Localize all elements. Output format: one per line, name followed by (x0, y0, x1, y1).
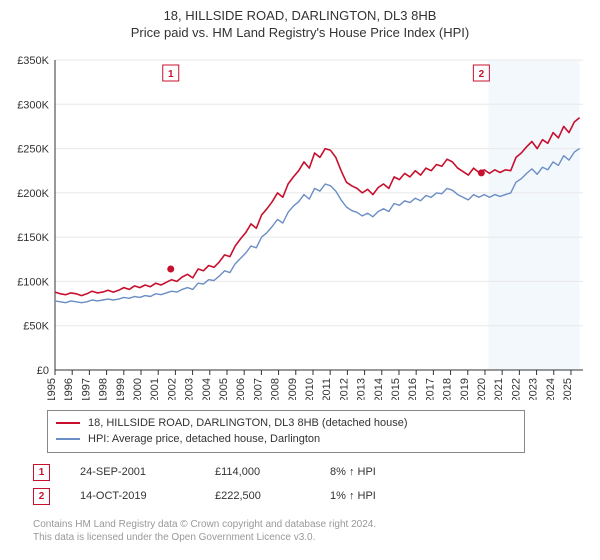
sale-diff-1: 8% ↑ HPI (330, 466, 376, 478)
svg-text:2020: 2020 (476, 378, 488, 400)
svg-text:1999: 1999 (115, 378, 127, 400)
sale-row-2: 2 14-OCT-2019 £222,500 1% ↑ HPI (33, 484, 573, 508)
svg-text:2000: 2000 (132, 378, 144, 400)
sale-marker-1: 1 (33, 464, 50, 481)
sale-diff-2: 1% ↑ HPI (330, 490, 376, 502)
svg-text:2022: 2022 (510, 378, 522, 400)
svg-text:1996: 1996 (63, 378, 75, 400)
svg-text:£50K: £50K (23, 321, 49, 333)
footer-line-1: Contains HM Land Registry data © Crown c… (33, 518, 573, 531)
sale-marker-number-1: 1 (39, 467, 45, 478)
svg-text:2008: 2008 (270, 378, 282, 400)
svg-text:2018: 2018 (442, 378, 454, 400)
svg-text:2016: 2016 (407, 378, 419, 400)
sale-date-2: 14-OCT-2019 (80, 490, 215, 502)
svg-text:2005: 2005 (218, 378, 230, 400)
title-sub: Price paid vs. HM Land Registry's House … (0, 25, 600, 40)
sale-price-2: £222,500 (215, 490, 330, 502)
svg-text:2: 2 (479, 69, 485, 80)
svg-text:2007: 2007 (252, 378, 264, 400)
svg-text:£100K: £100K (17, 276, 49, 288)
title-block: 18, HILLSIDE ROAD, DARLINGTON, DL3 8HB P… (0, 0, 600, 40)
svg-text:2010: 2010 (304, 378, 316, 400)
svg-text:2017: 2017 (424, 378, 436, 400)
sales-table: 1 24-SEP-2001 £114,000 8% ↑ HPI 2 14-OCT… (33, 460, 573, 508)
price-chart: £0 £50K £100K £150K £200K £250K £300K £350K 1995… (10, 55, 588, 400)
svg-text:2014: 2014 (373, 378, 385, 400)
sale-marker-2: 2 (33, 488, 50, 505)
legend-item-1: 18, HILLSIDE ROAD, DARLINGTON, DL3 8HB (… (56, 415, 516, 431)
svg-text:2013: 2013 (356, 378, 368, 400)
svg-text:1997: 1997 (80, 378, 92, 400)
svg-text:2009: 2009 (287, 378, 299, 400)
svg-text:2004: 2004 (201, 378, 213, 400)
svg-text:2019: 2019 (459, 378, 471, 400)
legend-label-2: HPI: Average price, detached house, Darl… (88, 433, 320, 445)
svg-text:2025: 2025 (562, 378, 574, 400)
svg-text:2024: 2024 (545, 378, 557, 400)
svg-text:2003: 2003 (184, 378, 196, 400)
svg-text:1: 1 (168, 69, 174, 80)
svg-text:2001: 2001 (149, 378, 161, 400)
svg-text:2015: 2015 (390, 378, 402, 400)
svg-text:£250K: £250K (17, 144, 49, 156)
svg-text:£350K: £350K (17, 55, 49, 67)
footer-line-2: This data is licensed under the Open Gov… (33, 531, 573, 544)
svg-text:2023: 2023 (528, 378, 540, 400)
svg-text:2012: 2012 (338, 378, 350, 400)
sale-row-1: 1 24-SEP-2001 £114,000 8% ↑ HPI (33, 460, 573, 484)
svg-text:£300K: £300K (17, 99, 49, 111)
legend-item-2: HPI: Average price, detached house, Darl… (56, 431, 516, 447)
footer-note: Contains HM Land Registry data © Crown c… (33, 518, 573, 544)
svg-text:£200K: £200K (17, 188, 49, 200)
svg-text:2006: 2006 (235, 378, 247, 400)
chart-container: £0 £50K £100K £150K £200K £250K £300K £350K 1995… (10, 55, 588, 400)
sale-price-1: £114,000 (215, 466, 330, 478)
svg-text:£150K: £150K (17, 232, 49, 244)
svg-text:£0: £0 (37, 365, 49, 377)
sale-date-1: 24-SEP-2001 (80, 466, 215, 478)
svg-text:2011: 2011 (321, 378, 333, 400)
svg-text:2021: 2021 (493, 378, 505, 400)
legend-swatch-1 (56, 422, 80, 424)
svg-text:1998: 1998 (98, 378, 110, 400)
title-main: 18, HILLSIDE ROAD, DARLINGTON, DL3 8HB (0, 8, 600, 23)
legend-swatch-2 (56, 438, 80, 440)
svg-text:1995: 1995 (46, 378, 58, 400)
sale-marker-number-2: 2 (39, 491, 45, 502)
legend-label-1: 18, HILLSIDE ROAD, DARLINGTON, DL3 8HB (… (88, 417, 408, 429)
svg-text:2002: 2002 (166, 378, 178, 400)
legend-box: 18, HILLSIDE ROAD, DARLINGTON, DL3 8HB (… (47, 410, 525, 453)
